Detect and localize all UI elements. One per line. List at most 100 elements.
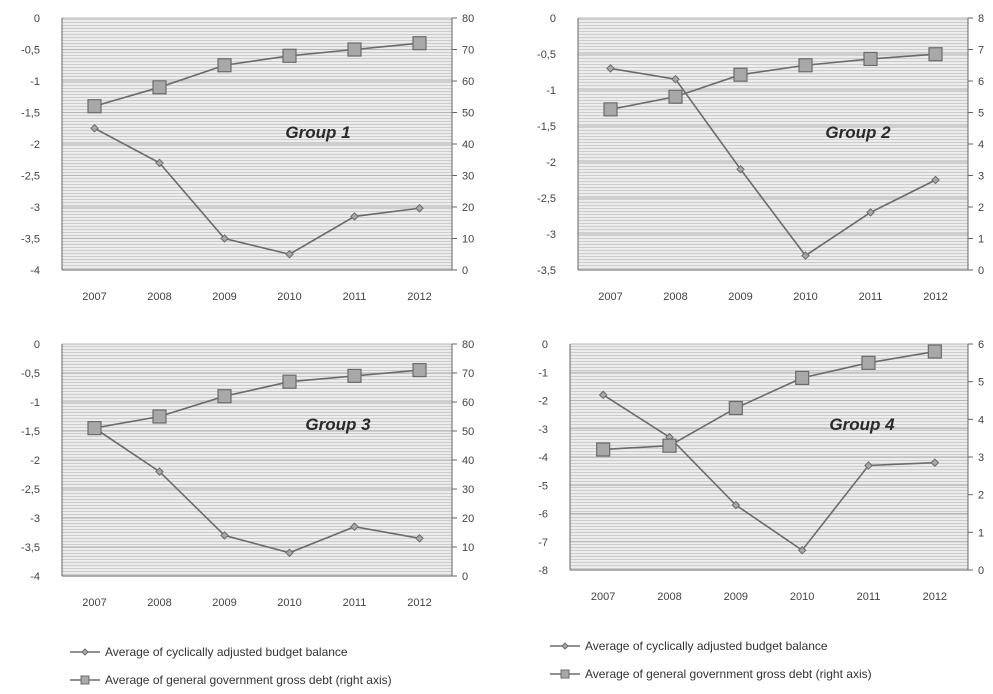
x-tick-label: 2009 bbox=[212, 597, 236, 609]
data-point-debt bbox=[87, 99, 102, 114]
x-tick-label: 2007 bbox=[591, 591, 615, 603]
series-line-balance bbox=[602, 394, 935, 552]
y-left-tick-label: -3,5 bbox=[21, 542, 40, 554]
y-left-tick-label: -4 bbox=[30, 571, 40, 583]
data-point-debt bbox=[282, 48, 297, 63]
data-point-balance bbox=[220, 531, 229, 540]
y-left-tick-label: -1 bbox=[538, 367, 548, 379]
y-right-tick-label: 20 bbox=[462, 202, 474, 214]
y-right-tick-label: 60 bbox=[462, 76, 474, 88]
data-point-debt bbox=[927, 344, 942, 359]
x-tick-label: 2011 bbox=[343, 597, 367, 609]
y-left-tick-label: -3 bbox=[30, 202, 40, 214]
data-point-debt bbox=[282, 374, 297, 389]
data-point-debt bbox=[662, 438, 677, 453]
group-label: Group 1 bbox=[285, 123, 350, 142]
data-point-balance bbox=[415, 203, 424, 213]
plot-area bbox=[578, 18, 968, 270]
data-point-balance bbox=[90, 123, 99, 133]
data-point-balance bbox=[220, 234, 229, 243]
y-left-tick-label: 0 bbox=[34, 339, 40, 351]
y-right-tick-label: 4 bbox=[978, 139, 984, 151]
legend-2: Average of cyclically adjusted budget ba… bbox=[550, 639, 872, 681]
y-left-tick-label: -3 bbox=[30, 513, 40, 525]
data-point-debt bbox=[152, 409, 167, 424]
y-right-tick-label: 80 bbox=[462, 339, 474, 351]
legend-marker-balance bbox=[81, 648, 89, 656]
legend-label-balance: Average of cyclically adjusted budget ba… bbox=[105, 645, 348, 659]
data-point-balance bbox=[598, 390, 608, 400]
y-right-tick-label: 80 bbox=[462, 13, 474, 25]
y-left-tick-label: -1 bbox=[30, 397, 40, 409]
y-right-tick-label: 30 bbox=[462, 171, 474, 183]
y-right-tick-label: 10 bbox=[462, 542, 474, 554]
data-point-balance bbox=[671, 74, 680, 84]
y-left-tick-label: -4 bbox=[538, 452, 548, 464]
y-left-tick-label: -1 bbox=[30, 76, 40, 88]
x-tick-label: 2012 bbox=[923, 591, 947, 603]
group-label: Group 2 bbox=[825, 123, 891, 142]
data-point-balance bbox=[866, 208, 875, 217]
data-point-debt bbox=[861, 355, 876, 370]
data-point-debt bbox=[728, 400, 743, 416]
y-left-tick-label: -2,5 bbox=[21, 484, 40, 496]
x-tick-label: 2008 bbox=[657, 591, 681, 603]
data-point-debt bbox=[863, 51, 878, 67]
y-right-tick-label: 60 bbox=[462, 397, 474, 409]
group-label: Group 4 bbox=[829, 415, 895, 434]
x-tick-label: 2007 bbox=[598, 291, 622, 303]
data-point-debt bbox=[217, 58, 232, 73]
y-right-tick-label: 2 bbox=[978, 202, 984, 214]
y-left-tick-label: -1,5 bbox=[21, 426, 40, 438]
x-tick-label: 2012 bbox=[407, 597, 431, 609]
x-tick-label: 2008 bbox=[147, 597, 171, 609]
y-left-tick-label: -3,5 bbox=[21, 234, 40, 246]
data-point-balance bbox=[736, 164, 745, 174]
data-point-balance bbox=[731, 500, 741, 510]
y-right-tick-label: 1 bbox=[978, 527, 984, 539]
data-point-debt bbox=[152, 80, 167, 95]
chart-panel-4: 0 -1 -2 -3 -4 -5 -6 -7 -8 6 5 4 3 2 1 0 2007 2008 2009 2010… bbox=[538, 339, 984, 603]
y-left-tick-label: -6 bbox=[538, 509, 548, 521]
x-tick-label: 2008 bbox=[663, 291, 687, 303]
y-right-tick-label: 8 bbox=[978, 13, 984, 25]
x-tick-label: 2011 bbox=[343, 291, 367, 303]
data-point-debt bbox=[928, 47, 943, 62]
x-tick-label: 2010 bbox=[277, 597, 301, 609]
data-point-balance bbox=[801, 251, 810, 260]
y-right-tick-label: 50 bbox=[462, 426, 474, 438]
data-point-balance bbox=[864, 461, 873, 470]
y-right-tick-label: 20 bbox=[462, 513, 474, 525]
legend-label-debt: Average of general government gross debt… bbox=[105, 673, 392, 687]
data-point-balance bbox=[931, 175, 940, 185]
y-right-tick-label: 10 bbox=[462, 234, 474, 246]
x-tick-label: 2009 bbox=[728, 291, 752, 303]
x-tick-label: 2008 bbox=[147, 291, 171, 303]
y-right-tick-label: 30 bbox=[462, 484, 474, 496]
y-right-tick-label: 40 bbox=[462, 139, 474, 151]
x-tick-label: 2007 bbox=[82, 597, 106, 609]
data-point-debt bbox=[412, 36, 427, 51]
y-left-tick-label: -5 bbox=[538, 480, 548, 492]
y-left-tick-label: -0,5 bbox=[21, 45, 40, 57]
legend-marker-balance bbox=[561, 642, 569, 650]
y-left-tick-label: -2,5 bbox=[21, 171, 40, 183]
x-tick-label: 2012 bbox=[923, 291, 947, 303]
y-left-tick-label: -1,5 bbox=[537, 121, 556, 133]
series-line-balance bbox=[94, 427, 420, 554]
y-right-tick-label: 70 bbox=[462, 368, 474, 380]
y-right-tick-label: 0 bbox=[978, 565, 984, 577]
y-left-tick-label: -3 bbox=[546, 229, 556, 241]
y-right-tick-label: 6 bbox=[978, 76, 984, 88]
series-line-debt bbox=[603, 350, 935, 451]
y-right-tick-label: 1 bbox=[978, 234, 984, 246]
data-point-debt bbox=[795, 370, 810, 385]
y-left-tick-label: -4 bbox=[30, 265, 40, 277]
y-left-tick-label: -1,5 bbox=[21, 108, 40, 120]
data-point-debt bbox=[798, 58, 813, 73]
chart-panel-3: 0-0,5-1-1,5-2-2,5-3-3,5-4807060504030201… bbox=[21, 339, 474, 609]
x-tick-label: 2009 bbox=[212, 291, 236, 303]
data-point-debt bbox=[603, 102, 618, 117]
series-line-balance bbox=[610, 67, 936, 257]
